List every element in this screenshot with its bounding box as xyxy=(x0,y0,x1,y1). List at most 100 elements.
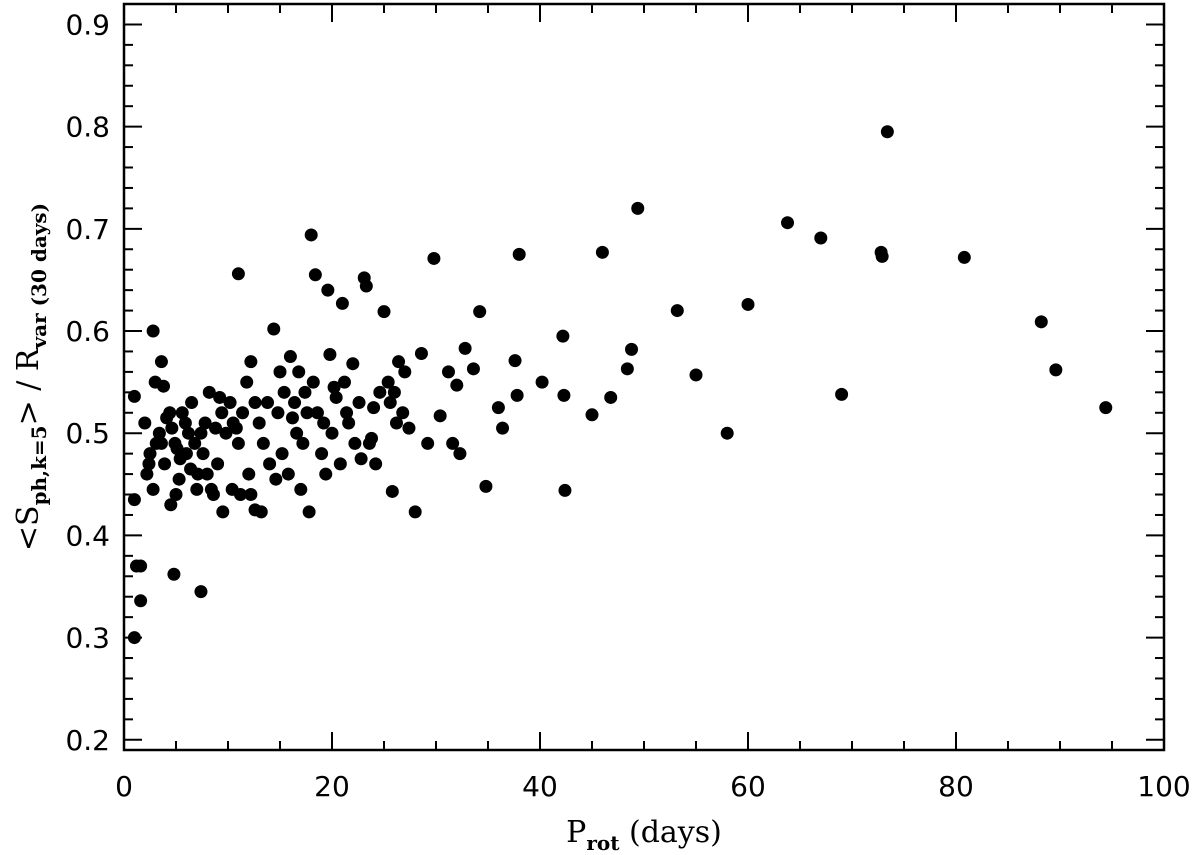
data-point xyxy=(310,406,324,420)
data-point xyxy=(298,385,312,399)
y-axis-label: <Sph,k=5> / Rvar (30 days) xyxy=(11,203,51,551)
data-point xyxy=(181,426,195,440)
data-point xyxy=(194,585,208,599)
data-point xyxy=(720,426,734,440)
data-point xyxy=(321,283,335,297)
data-point xyxy=(317,416,331,430)
data-point xyxy=(402,421,416,435)
data-point xyxy=(292,365,306,379)
y-tick-label: 0.3 xyxy=(65,622,110,655)
data-point xyxy=(512,247,526,261)
data-point xyxy=(271,406,285,420)
data-point xyxy=(198,416,212,430)
data-point xyxy=(479,479,493,493)
data-point xyxy=(273,365,287,379)
data-point xyxy=(466,362,480,376)
data-point xyxy=(285,411,299,425)
data-point xyxy=(152,426,166,440)
data-point xyxy=(398,365,412,379)
data-point xyxy=(396,406,410,420)
data-point xyxy=(585,408,599,422)
data-point xyxy=(219,426,233,440)
data-point xyxy=(333,457,347,471)
data-point xyxy=(190,482,204,496)
data-point xyxy=(304,228,318,242)
x-axis-label: Prot (days) xyxy=(566,815,722,855)
y-tick-label: 0.9 xyxy=(65,8,110,41)
data-point xyxy=(631,201,645,215)
data-point xyxy=(231,267,245,281)
data-point xyxy=(127,389,141,403)
data-point xyxy=(127,631,141,645)
data-point xyxy=(1049,363,1063,377)
data-point xyxy=(595,245,609,259)
data-point xyxy=(283,350,297,364)
data-point xyxy=(261,396,275,410)
data-point xyxy=(306,375,320,389)
data-point xyxy=(835,387,849,401)
data-point xyxy=(300,406,314,420)
data-point xyxy=(319,467,333,481)
data-point xyxy=(342,416,356,430)
data-point xyxy=(557,388,571,402)
data-point xyxy=(346,357,360,371)
data-point xyxy=(781,216,795,230)
data-point xyxy=(223,396,237,410)
data-point xyxy=(510,388,524,402)
data-point xyxy=(369,457,383,471)
x-tick-label: 60 xyxy=(730,770,766,803)
data-point xyxy=(414,346,428,360)
data-point xyxy=(165,421,179,435)
data-point xyxy=(127,493,141,507)
data-point xyxy=(323,348,337,362)
data-point xyxy=(408,505,422,519)
data-point xyxy=(248,396,262,410)
data-point xyxy=(383,396,397,410)
data-point xyxy=(146,324,160,338)
data-point xyxy=(288,396,302,410)
data-point xyxy=(254,505,268,519)
data-point xyxy=(185,396,199,410)
data-point xyxy=(242,467,256,481)
data-point xyxy=(149,436,163,450)
data-point xyxy=(620,362,634,376)
data-point xyxy=(146,482,160,496)
data-point xyxy=(433,409,447,423)
data-point xyxy=(381,375,395,389)
data-point xyxy=(244,488,258,502)
data-point xyxy=(625,342,639,356)
data-point xyxy=(814,231,828,245)
data-point xyxy=(315,447,329,461)
data-point xyxy=(164,498,178,512)
data-point xyxy=(244,355,258,369)
y-tick-label: 0.7 xyxy=(65,213,110,246)
data-point xyxy=(367,401,381,415)
data-point xyxy=(213,390,227,404)
data-point xyxy=(335,296,349,310)
x-tick-label: 20 xyxy=(314,770,350,803)
data-point xyxy=(158,457,172,471)
data-point xyxy=(175,406,189,420)
data-point xyxy=(194,426,208,440)
data-point xyxy=(229,421,243,435)
data-point xyxy=(216,505,230,519)
y-tick-label: 0.2 xyxy=(65,724,110,757)
data-point xyxy=(337,375,351,389)
data-point xyxy=(179,447,193,461)
data-point xyxy=(308,268,322,282)
data-point xyxy=(670,304,684,318)
data-point xyxy=(327,380,341,394)
data-point xyxy=(446,436,460,450)
data-point xyxy=(275,447,289,461)
data-point xyxy=(392,355,406,369)
data-point xyxy=(196,447,210,461)
data-point xyxy=(880,125,894,139)
data-point xyxy=(231,436,245,450)
data-point xyxy=(441,365,455,379)
y-tick-label: 0.6 xyxy=(65,315,110,348)
data-point xyxy=(256,436,270,450)
data-point xyxy=(290,426,304,440)
data-point xyxy=(957,250,971,264)
data-point xyxy=(450,378,464,392)
data-points xyxy=(127,125,1113,645)
